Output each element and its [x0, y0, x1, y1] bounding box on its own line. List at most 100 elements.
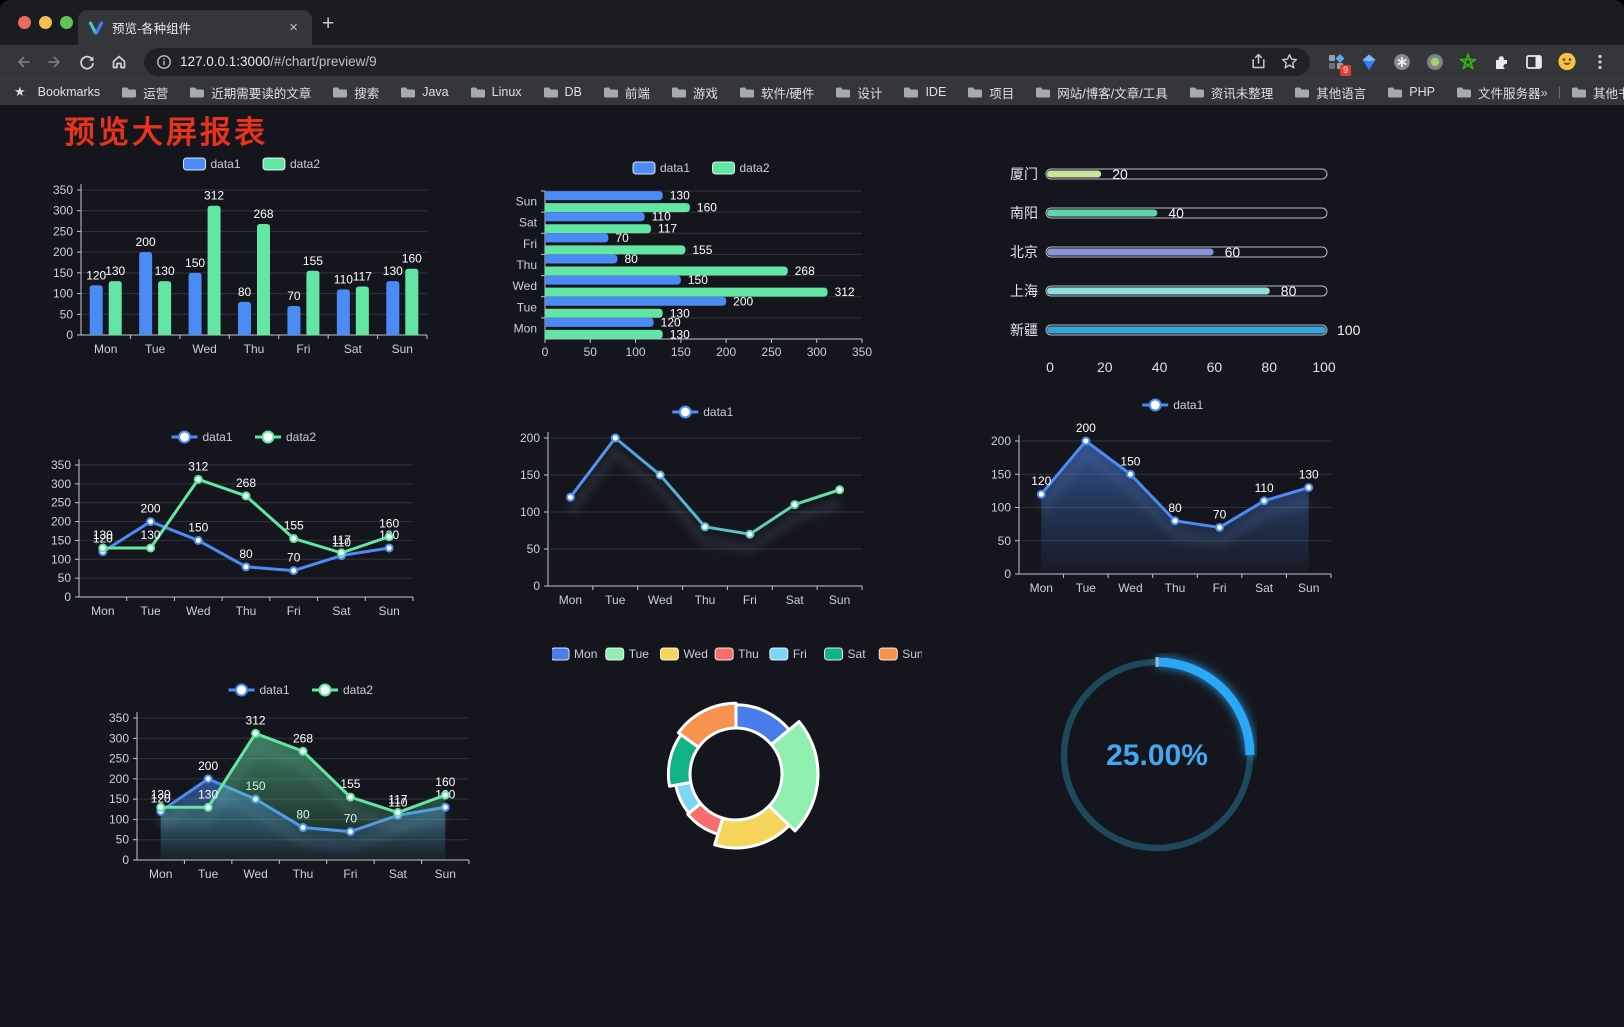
chart-area-single[interactable]: 0 50 100 150 200 Mon Tue Wed Thu Fri Sat Sun 120 200 1…: [985, 395, 1343, 600]
new-tab-button[interactable]: +: [322, 12, 335, 35]
bookmarks-overflow-button[interactable]: »: [1540, 84, 1548, 100]
svg-text:312: 312: [204, 189, 224, 203]
bookmark-item[interactable]: IDE: [903, 85, 946, 99]
extension-diamond-icon[interactable]: [1359, 52, 1379, 72]
svg-text:Thu: Thu: [695, 593, 716, 607]
reload-button[interactable]: [74, 49, 100, 75]
svg-text:250: 250: [761, 345, 781, 359]
svg-text:Sun: Sun: [829, 593, 850, 607]
svg-text:70: 70: [1213, 507, 1227, 521]
share-icon[interactable]: [1250, 53, 1267, 70]
bookmark-label: 其他语言: [1316, 86, 1367, 101]
svg-text:150: 150: [53, 266, 73, 280]
forward-button[interactable]: [42, 49, 68, 75]
browser-toolbar: 127.0.0.1:3000/#/chart/preview/9: [0, 45, 1624, 78]
site-info-icon[interactable]: [156, 54, 172, 70]
folder-icon: [968, 87, 983, 98]
chart-area-two-series[interactable]: 0 50 100 150 200 250 300 350 Mon Tue Wed Thu Fri Sat S…: [105, 678, 483, 890]
bookmark-item[interactable]: 软件/硬件: [739, 83, 814, 102]
bookmarks-manager[interactable]: ★ Bookmarks: [14, 84, 100, 100]
bookmark-item[interactable]: 设计: [835, 83, 882, 102]
svg-text:155: 155: [303, 254, 323, 268]
bookmark-star-icon[interactable]: [1281, 53, 1298, 70]
svg-text:厦门: 厦门: [1010, 166, 1038, 182]
svg-text:200: 200: [141, 502, 161, 516]
chart-line-two-series[interactable]: 0 50 100 150 200 250 300 350 Mon Tue Wed Thu Fri Sat S…: [45, 425, 423, 637]
chart-donut[interactable]: Mon Tue Wed Thu Fri Sat Sun: [552, 640, 922, 880]
bookmark-item[interactable]: 运营: [121, 83, 168, 102]
extension-grid-icon[interactable]: 9: [1326, 52, 1351, 76]
extension-star-icon[interactable]: [1458, 52, 1478, 72]
bookmark-item[interactable]: 项目: [967, 83, 1014, 102]
svg-text:Mon: Mon: [559, 593, 582, 607]
svg-text:350: 350: [852, 345, 872, 359]
bookmark-label: 前端: [624, 86, 650, 101]
svg-text:Fri: Fri: [743, 593, 757, 607]
side-panel-icon[interactable]: [1524, 52, 1544, 72]
bookmark-item[interactable]: 文件服务器: [1456, 83, 1540, 102]
folder-icon: [1295, 87, 1310, 98]
address-bar[interactable]: 127.0.0.1:3000/#/chart/preview/9: [144, 47, 1310, 76]
svg-text:Mon: Mon: [514, 321, 537, 335]
extensions-puzzle-icon[interactable]: [1491, 52, 1511, 72]
profile-avatar-emoji[interactable]: [1557, 52, 1577, 72]
svg-text:100: 100: [991, 501, 1011, 515]
tab-close-button[interactable]: ×: [289, 19, 298, 36]
svg-text:0: 0: [66, 328, 73, 342]
other-bookmarks-folder[interactable]: 其他书签: [1571, 83, 1624, 102]
chart-grouped-bar[interactable]: 0 50 100 150 200 250 300 350 Mon Tue Wed Thu Fri Sat S…: [45, 150, 433, 365]
minimize-window-button[interactable]: [39, 16, 52, 29]
svg-text:Fri: Fri: [296, 342, 310, 356]
chart-progress-bars[interactable]: 厦门 20 南阳 40 北京 60 上海 80 新疆 100 0 20 40 60 80 100: [988, 156, 1360, 384]
svg-text:130: 130: [155, 264, 175, 278]
window-controls: [18, 16, 73, 29]
bookmark-item[interactable]: 游戏: [671, 83, 718, 102]
svg-text:312: 312: [246, 713, 266, 727]
svg-text:80: 80: [1281, 283, 1297, 299]
bookmark-item[interactable]: 搜索: [332, 83, 379, 102]
bookmark-label: 软件/硬件: [760, 86, 815, 101]
back-button[interactable]: [10, 49, 36, 75]
browser-menu-button[interactable]: [1590, 52, 1610, 72]
svg-text:110: 110: [388, 795, 407, 809]
folder-icon: [122, 87, 137, 98]
folder-icon: [1571, 87, 1586, 98]
svg-text:312: 312: [835, 285, 855, 299]
bookmark-item[interactable]: 近期需要读的文章: [189, 83, 311, 102]
svg-text:150: 150: [185, 256, 205, 270]
svg-text:160: 160: [402, 252, 422, 266]
svg-text:200: 200: [716, 345, 736, 359]
bookmark-item[interactable]: PHP: [1387, 85, 1435, 99]
bookmark-item[interactable]: 网站/博客/文章/工具: [1035, 83, 1168, 102]
bookmark-item[interactable]: DB: [543, 85, 582, 99]
zoom-window-button[interactable]: [60, 16, 73, 29]
extension-asterisk-icon[interactable]: [1392, 52, 1412, 72]
svg-text:268: 268: [253, 207, 273, 221]
emoji-face-icon: [1558, 52, 1576, 71]
svg-text:350: 350: [51, 458, 71, 472]
home-button[interactable]: [106, 49, 132, 75]
browser-tab[interactable]: 预览-各种组件 ×: [78, 10, 312, 45]
svg-text:Thu: Thu: [1165, 581, 1186, 595]
bookmark-item[interactable]: 其他语言: [1294, 83, 1366, 102]
svg-text:Thu: Thu: [738, 647, 759, 661]
bookmark-item[interactable]: 资讯未整理: [1189, 83, 1273, 102]
chart-horizontal-bar[interactable]: 0 50 100 150 200 250 300 350 Sun 130 160 Sat 110 117 F…: [505, 155, 890, 367]
bookmark-item[interactable]: Java: [400, 85, 449, 99]
bookmark-item[interactable]: 前端: [603, 83, 650, 102]
folder-icon: [401, 87, 416, 98]
folder-icon: [603, 87, 618, 98]
svg-text:100: 100: [520, 505, 540, 519]
chart-gauge-percent[interactable]: 25.00%: [1057, 653, 1257, 858]
svg-text:data1: data1: [703, 405, 733, 419]
svg-text:70: 70: [287, 289, 301, 303]
bookmark-label: 运营: [143, 86, 169, 101]
svg-text:Mon: Mon: [574, 647, 597, 661]
close-window-button[interactable]: [18, 16, 31, 29]
bookmark-item[interactable]: Linux: [470, 85, 522, 99]
extension-record-icon[interactable]: [1425, 52, 1445, 72]
svg-text:200: 200: [991, 434, 1011, 448]
svg-text:160: 160: [379, 517, 399, 531]
chart-line-gradient[interactable]: 0 50 100 150 200 Mon Tue Wed Thu Fri Sat Sun data1: [510, 400, 878, 608]
other-bookmarks-label: 其他书签: [1592, 86, 1624, 101]
